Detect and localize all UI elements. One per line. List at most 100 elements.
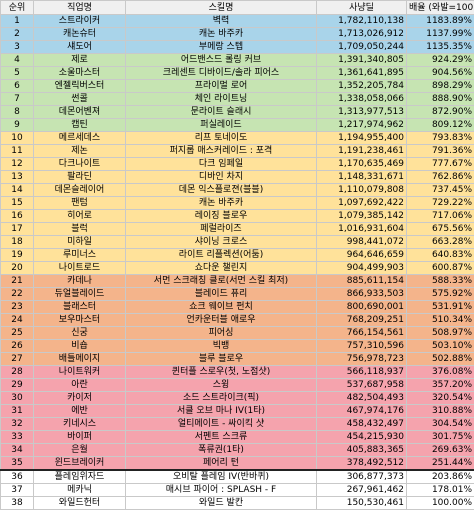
rank-cell: 26 [0, 339, 34, 353]
job-cell: 다크나이트 [33, 157, 126, 171]
damage-cell: 1,391,340,805 [316, 53, 407, 67]
rank-cell: 23 [0, 300, 34, 314]
table-row: 34 은월 폭류권(1타) 405,883,365 269.63% [0, 443, 474, 457]
table-row: 8 데몬어벤져 문라이트 슬래시 1,313,977,513 872.90% [0, 105, 474, 119]
job-cell: 윈드브레이커 [33, 456, 126, 471]
rank-cell: 3 [0, 40, 34, 54]
skill-cell: 블레이드 퓨리 [125, 287, 317, 301]
damage-cell: 1,194,955,400 [316, 131, 407, 145]
table-row: 9 캡틴 퍼실레이드 1,217,974,962 809.12% [0, 118, 474, 132]
damage-cell: 537,687,958 [316, 378, 407, 392]
rank-cell: 28 [0, 365, 34, 379]
table-row: 7 썬콜 체인 라이트닝 1,338,058,066 888.90% [0, 92, 474, 106]
table-row: 27 배틀메이지 블루 블로우 756,978,723 502.88% [0, 352, 474, 366]
header-job: 직업명 [33, 0, 126, 15]
ratio-cell: 100.00% [406, 496, 474, 510]
skill-cell: 서클 오브 마나 IV(1타) [125, 404, 317, 418]
job-cell: 히어로 [33, 209, 126, 223]
header-row: 순위 직업명 스킬명 사냥딜 배율 (와발=100) [0, 0, 474, 15]
job-cell: 듀얼블레이드 [33, 287, 126, 301]
damage-cell: 904,499,903 [316, 261, 407, 275]
table-row: 29 아란 스윙 537,687,958 357.20% [0, 378, 474, 392]
ratio-cell: 888.90% [406, 92, 474, 106]
rank-cell: 16 [0, 209, 34, 223]
skill-cell: 캐논 바주카 [125, 27, 317, 41]
table-row: 15 팬텀 캐논 바주카 1,097,692,422 729.22% [0, 196, 474, 210]
table-row: 18 미하일 샤이닝 크로스 998,441,072 663.28% [0, 235, 474, 249]
table-body: 1 스트라이커 벽력 1,782,110,138 1183.89% 2 캐논슈터 캐논 바주카… [0, 14, 474, 510]
ratio-cell: 793.83% [406, 131, 474, 145]
skill-cell: 샤이닝 크로스 [125, 235, 317, 249]
job-cell: 신궁 [33, 326, 126, 340]
damage-cell: 1,016,931,604 [316, 222, 407, 236]
ratio-cell: 675.56% [406, 222, 474, 236]
skill-cell: 빅뱅 [125, 339, 317, 353]
table-row: 10 메르세데스 리프 토네이도 1,194,955,400 793.83% [0, 131, 474, 145]
damage-cell: 150,530,461 [316, 496, 407, 510]
ratio-cell: 1183.89% [406, 14, 474, 28]
damage-cell: 768,209,251 [316, 313, 407, 327]
table-row: 23 블래스터 쇼크 웨이브 펀치 800,690,001 531.91% [0, 300, 474, 314]
damage-cell: 1,191,238,461 [316, 144, 407, 158]
skill-cell: 벽력 [125, 14, 317, 28]
rank-cell: 8 [0, 105, 34, 119]
ranking-table: 순위 직업명 스킬명 사냥딜 배율 (와발=100) 1 스트라이커 벽력 1,782… [0, 0, 474, 510]
table-row: 38 와일드헌터 와일드 발칸 150,530,461 100.00% [0, 496, 474, 510]
damage-cell: 1,217,974,962 [316, 118, 407, 132]
skill-cell: 피어싱 [125, 326, 317, 340]
table-row: 25 신궁 피어싱 766,154,561 508.97% [0, 326, 474, 340]
ratio-cell: 729.22% [406, 196, 474, 210]
damage-cell: 566,118,937 [316, 365, 407, 379]
skill-cell: 데몬 익스플로젼(블블) [125, 183, 317, 197]
rank-cell: 35 [0, 456, 34, 471]
table-row: 33 바이퍼 서펜트 스크류 454,215,930 301.75% [0, 430, 474, 444]
job-cell: 엔젤릭버스터 [33, 79, 126, 93]
ratio-cell: 600.87% [406, 261, 474, 275]
skill-cell: 페럴라이즈 [125, 222, 317, 236]
rank-cell: 6 [0, 79, 34, 93]
ratio-cell: 251.44% [406, 456, 474, 471]
rank-cell: 13 [0, 170, 34, 184]
job-cell: 배틀메이지 [33, 352, 126, 366]
rank-cell: 18 [0, 235, 34, 249]
rank-cell: 27 [0, 352, 34, 366]
skill-cell: 서펜트 스크류 [125, 430, 317, 444]
ratio-cell: 777.67% [406, 157, 474, 171]
skill-cell: 디바인 차지 [125, 170, 317, 184]
table-row: 37 메카닉 매시브 파이어 : SPLASH - F 267,961,462 178.… [0, 483, 474, 497]
ratio-cell: 640.83% [406, 248, 474, 262]
table-row: 5 소울마스터 크레센트 디바이드/솔라 피어스 1,361,641,895 904.5… [0, 66, 474, 80]
skill-cell: 스윙 [125, 378, 317, 392]
skill-cell: 쇼크 웨이브 펀치 [125, 300, 317, 314]
job-cell: 캡틴 [33, 118, 126, 132]
rank-cell: 25 [0, 326, 34, 340]
header-skill: 스킬명 [125, 0, 317, 15]
job-cell: 키네시스 [33, 417, 126, 431]
damage-cell: 964,646,659 [316, 248, 407, 262]
job-cell: 데몬슬레이어 [33, 183, 126, 197]
damage-cell: 766,154,561 [316, 326, 407, 340]
table-row: 2 캐논슈터 캐논 바주카 1,713,026,912 1137.99% [0, 27, 474, 41]
rank-cell: 33 [0, 430, 34, 444]
ratio-cell: 791.36% [406, 144, 474, 158]
damage-cell: 800,690,001 [316, 300, 407, 314]
ratio-cell: 357.20% [406, 378, 474, 392]
ratio-cell: 872.90% [406, 105, 474, 119]
damage-cell: 482,504,493 [316, 391, 407, 405]
rank-cell: 19 [0, 248, 34, 262]
job-cell: 카데나 [33, 274, 126, 288]
ratio-cell: 1137.99% [406, 27, 474, 41]
job-cell: 미하일 [33, 235, 126, 249]
skill-cell: 라이트 리플렉션(어둠) [125, 248, 317, 262]
skill-cell: 프라이멀 로어 [125, 79, 317, 93]
rank-cell: 5 [0, 66, 34, 80]
ratio-cell: 376.08% [406, 365, 474, 379]
job-cell: 메르세데스 [33, 131, 126, 145]
damage-cell: 1,313,977,513 [316, 105, 407, 119]
table-row: 21 카데나 서먼 스크래칭 클로(서먼 스킬 최저) 885,611,154 588.… [0, 274, 474, 288]
table-row: 26 비숍 빅뱅 757,310,596 503.10% [0, 339, 474, 353]
ratio-cell: 531.91% [406, 300, 474, 314]
ratio-cell: 898.29% [406, 79, 474, 93]
damage-cell: 1,361,641,895 [316, 66, 407, 80]
damage-cell: 378,492,512 [316, 456, 407, 471]
